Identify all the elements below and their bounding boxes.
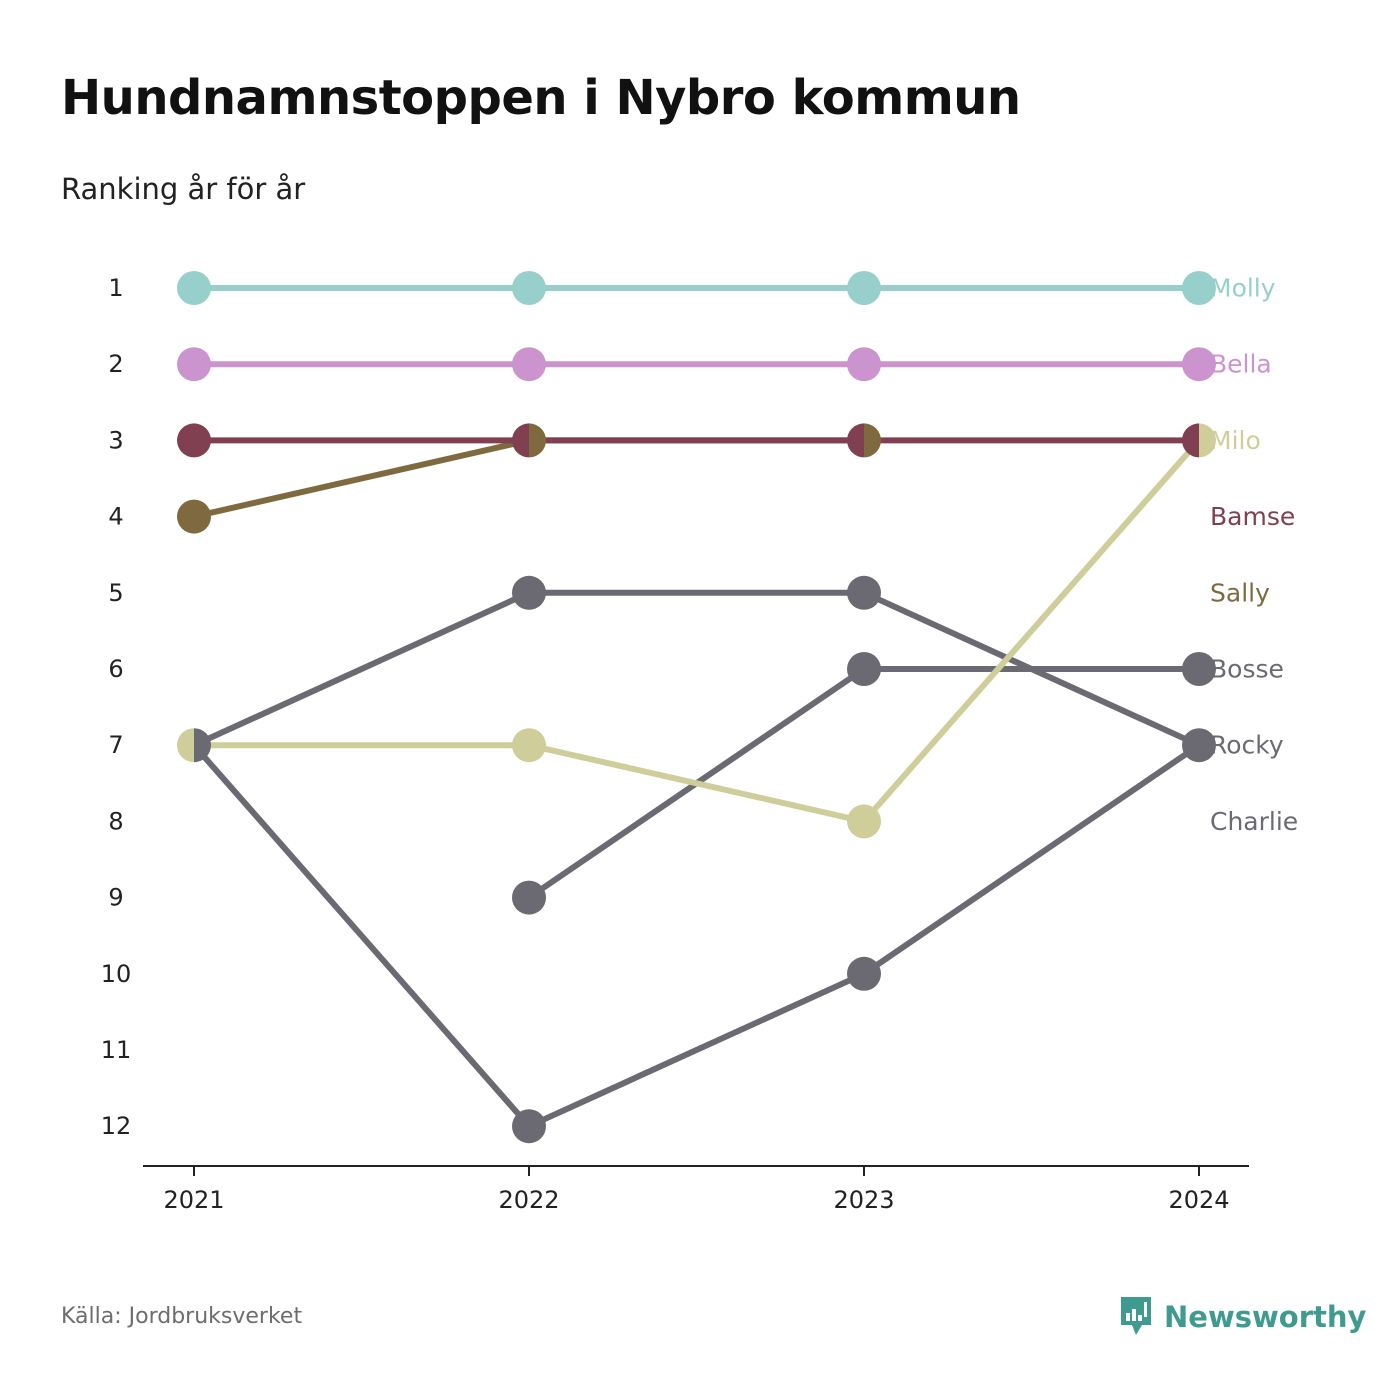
y-tick-label: 11	[101, 1036, 132, 1064]
end-label-charlie: Charlie	[1210, 807, 1298, 836]
data-point-bella	[847, 347, 881, 382]
x-tick-label: 2023	[833, 1186, 894, 1214]
y-tick-label: 3	[108, 426, 123, 454]
series-points	[177, 271, 1216, 1144]
data-point-sally	[177, 499, 211, 534]
source-note: Källa: Jordbruksverket	[61, 1304, 303, 1329]
end-label-bosse: Bosse	[1210, 655, 1284, 684]
data-point-molly	[847, 271, 881, 305]
x-axis: 2021 2022 2023 2024	[143, 1165, 1249, 1214]
series-line-charlie	[191, 742, 1202, 1130]
end-label-sally: Sally	[1210, 578, 1270, 607]
y-tick-label: 12	[101, 1112, 132, 1140]
data-point-charlie	[194, 728, 211, 763]
data-point-charlie	[847, 956, 881, 991]
series-lines	[191, 285, 1202, 1130]
data-point-bamse	[177, 423, 211, 458]
data-point-bosse	[1182, 652, 1216, 686]
data-point-milo	[1199, 423, 1216, 458]
y-tick-label: 7	[108, 731, 123, 759]
data-point-molly	[1182, 271, 1216, 305]
series-end-labels: Charlie Rocky Bosse Milo Sally Bamse Bella Moll…	[1210, 274, 1298, 836]
y-tick-label: 5	[108, 579, 123, 607]
data-point-bamse	[512, 423, 529, 458]
y-tick-label: 6	[108, 655, 123, 683]
chart-title: Hundnamnstoppen i Nybro kommun	[61, 70, 1021, 126]
data-point-milo	[847, 804, 881, 839]
data-point-milo	[512, 728, 546, 763]
y-tick-label: 4	[108, 503, 123, 531]
data-point-bamse	[847, 423, 864, 458]
end-label-molly: Molly	[1210, 274, 1276, 303]
y-tick-label: 2	[108, 350, 123, 378]
data-point-charlie	[512, 1109, 546, 1144]
data-point-sally	[529, 423, 546, 458]
y-tick-label: 10	[101, 960, 132, 988]
data-point-bella	[1182, 347, 1216, 382]
end-label-rocky: Rocky	[1210, 731, 1284, 760]
end-label-milo: Milo	[1210, 426, 1261, 455]
series-line-bosse	[526, 666, 1202, 901]
y-tick-label: 1	[108, 274, 123, 302]
chart-subtitle: Ranking år för år	[61, 172, 306, 206]
data-point-sally	[864, 423, 881, 458]
data-point-charlie	[1182, 728, 1216, 763]
brand-logo: Newsworthy	[1118, 1295, 1366, 1339]
series-line-milo	[191, 437, 1202, 825]
data-point-rocky	[512, 575, 546, 610]
x-tick-label: 2024	[1168, 1186, 1229, 1214]
x-tick-label: 2021	[163, 1186, 224, 1214]
data-point-rocky	[847, 575, 881, 610]
data-point-molly	[512, 271, 546, 305]
end-label-bamse: Bamse	[1210, 502, 1295, 531]
data-point-bosse	[512, 880, 546, 915]
data-point-bella	[512, 347, 546, 382]
data-point-bosse	[847, 652, 881, 686]
y-tick-label: 8	[108, 807, 123, 835]
data-point-milo	[177, 728, 194, 763]
data-point-bella	[177, 347, 211, 382]
data-point-molly	[177, 271, 211, 305]
newsworthy-logo-icon	[1121, 1297, 1151, 1335]
brand-name: Newsworthy	[1164, 1300, 1367, 1334]
data-point-bamse	[1182, 423, 1199, 458]
y-tick-label: 9	[108, 884, 123, 912]
x-tick-label: 2022	[498, 1186, 559, 1214]
end-label-bella: Bella	[1210, 350, 1272, 379]
